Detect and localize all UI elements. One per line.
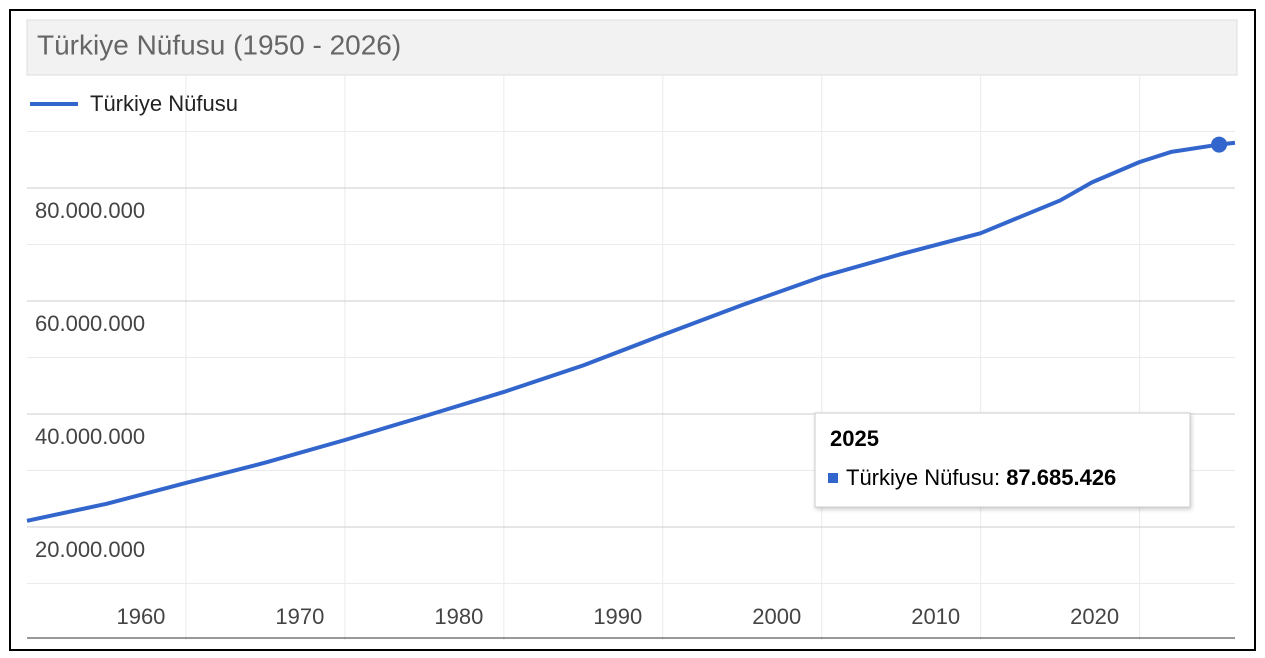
y-tick-label: 80.000.000: [35, 198, 145, 223]
y-tick-label: 20.000.000: [35, 537, 145, 562]
x-tick-label: 2020: [1070, 604, 1119, 629]
tooltip-value: 87.685.426: [1006, 465, 1116, 490]
x-tick-label: 1970: [275, 604, 324, 629]
tooltip-swatch: [828, 473, 838, 483]
plot-area: 1960 1970 1980 1990 2000 2010 2020 20.000.000 40…: [26, 75, 1236, 640]
highlight-point: [1211, 136, 1228, 153]
tooltip-title: 2025: [830, 426, 879, 451]
x-tick-label: 1960: [116, 604, 165, 629]
x-tick-label: 1990: [593, 604, 642, 629]
x-tick-label: 2000: [752, 604, 801, 629]
y-tick-label: 60.000.000: [35, 311, 145, 336]
title-box: [26, 19, 1238, 76]
tooltip-box: [814, 412, 1191, 508]
tooltip: 2025 Türkiye Nüfusu: 87.685.426: [814, 412, 1191, 508]
frame: [9, 9, 1256, 651]
tooltip-label: Türkiye Nüfusu:: [846, 465, 1000, 490]
line: [26, 140, 1236, 523]
x-tick-label: 1980: [434, 604, 483, 629]
chart-title: Türkiye Nüfusu (1950 - 2026): [37, 29, 401, 60]
y-tick-label: 40.000.000: [35, 424, 145, 449]
tooltip-text: Türkiye Nüfusu: 87.685.426: [846, 465, 1116, 490]
x-tick-label: 2010: [911, 604, 960, 629]
legend-label: Türkiye Nüfusu: [90, 91, 238, 116]
